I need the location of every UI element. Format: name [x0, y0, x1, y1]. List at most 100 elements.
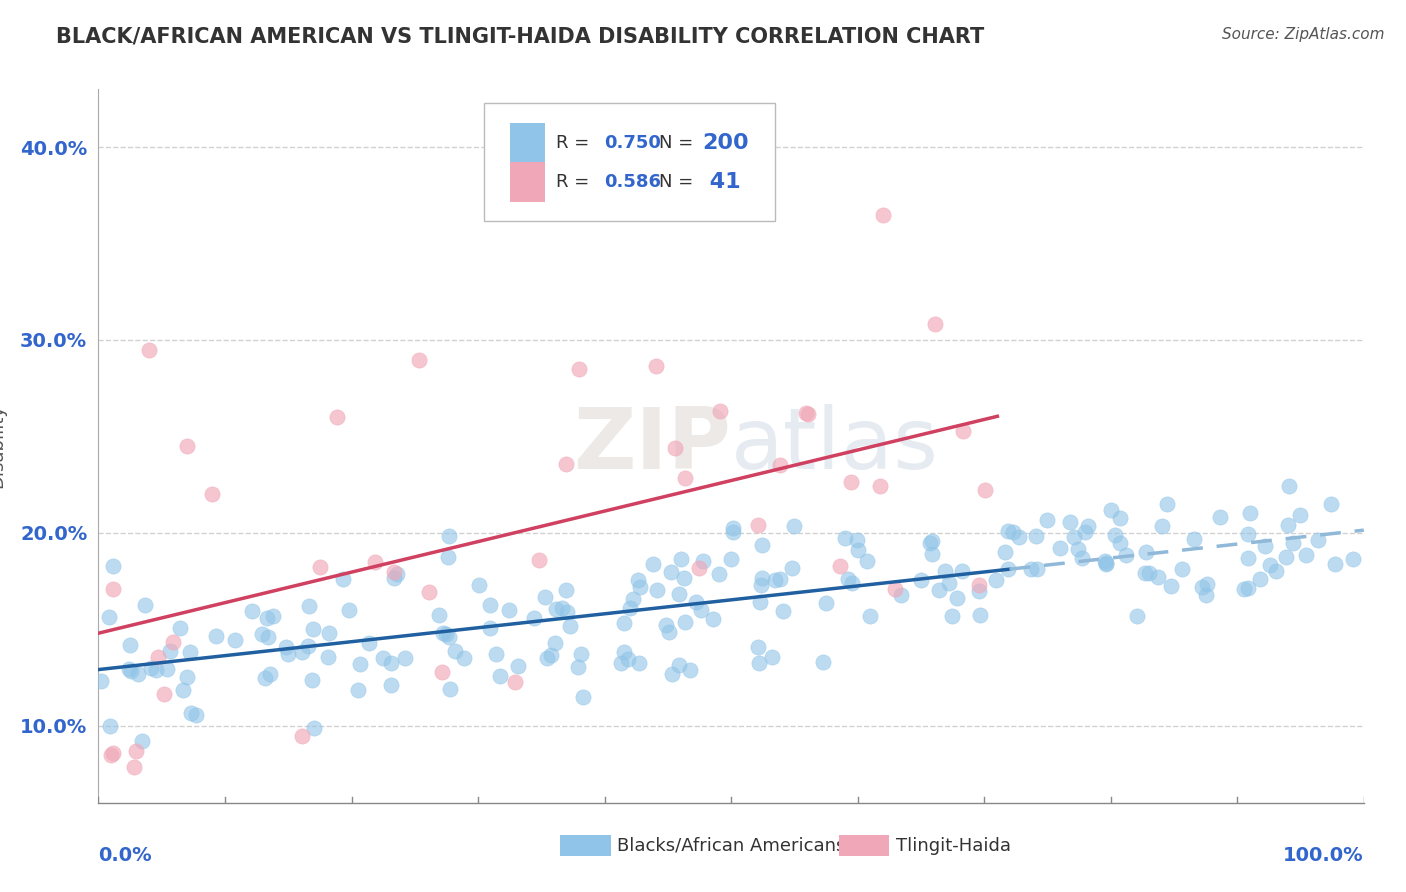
Point	[841, 575, 863, 590]
Point	[224, 632, 246, 647]
Point	[659, 565, 682, 579]
FancyBboxPatch shape	[560, 835, 610, 856]
Point	[884, 582, 907, 596]
Point	[610, 656, 633, 670]
Point	[751, 539, 773, 553]
Point	[1258, 558, 1281, 573]
Point	[1320, 497, 1343, 511]
Point	[941, 608, 963, 623]
Point	[890, 589, 912, 603]
Point	[673, 615, 696, 630]
Point	[101, 582, 124, 596]
Point	[1288, 508, 1310, 522]
Point	[749, 577, 772, 591]
Text: 0.0%: 0.0%	[98, 846, 152, 864]
FancyBboxPatch shape	[510, 123, 546, 162]
Point	[627, 574, 650, 588]
Point	[453, 651, 475, 665]
Point	[1002, 524, 1025, 539]
Point	[769, 572, 792, 586]
Point	[256, 611, 278, 625]
Point	[747, 640, 769, 655]
Point	[498, 602, 520, 616]
Point	[1095, 558, 1118, 572]
Point	[418, 585, 440, 599]
Point	[122, 760, 145, 774]
Point	[709, 566, 731, 581]
Point	[169, 621, 191, 635]
Point	[616, 651, 638, 665]
Point	[1109, 536, 1132, 550]
Point	[1264, 564, 1286, 578]
Point	[434, 627, 457, 641]
Text: Blacks/African Americans: Blacks/African Americans	[617, 837, 845, 855]
Point	[658, 625, 681, 640]
Point	[184, 707, 207, 722]
Point	[380, 656, 402, 670]
Point	[118, 662, 141, 676]
Point	[432, 626, 454, 640]
Point	[1049, 541, 1071, 556]
Point	[302, 721, 325, 735]
Point	[747, 518, 769, 533]
Point	[661, 666, 683, 681]
Point	[628, 580, 651, 594]
Point	[385, 567, 408, 582]
Point	[645, 582, 668, 597]
Point	[485, 647, 508, 661]
Point	[277, 647, 299, 661]
Point	[347, 682, 370, 697]
Point	[332, 572, 354, 586]
Point	[1067, 542, 1090, 557]
Point	[796, 406, 818, 420]
Point	[763, 573, 786, 587]
Text: N =: N =	[659, 134, 699, 152]
Point	[1233, 582, 1256, 596]
Point	[934, 564, 956, 578]
Point	[316, 650, 339, 665]
Text: ZIP: ZIP	[574, 404, 731, 488]
Point	[159, 644, 181, 658]
Point	[761, 650, 783, 665]
Point	[814, 596, 837, 610]
Point	[250, 627, 273, 641]
Text: atlas: atlas	[731, 404, 939, 488]
Text: R =: R =	[557, 134, 596, 152]
Point	[97, 610, 120, 624]
Point	[1036, 512, 1059, 526]
Point	[382, 566, 405, 580]
Point	[297, 640, 319, 654]
Point	[162, 635, 184, 649]
Point	[240, 604, 263, 618]
Point	[668, 657, 690, 672]
Point	[551, 601, 574, 615]
Point	[723, 521, 745, 535]
Point	[544, 636, 567, 650]
Point	[1025, 529, 1047, 543]
Point	[846, 533, 869, 547]
Point	[103, 746, 125, 760]
Point	[1156, 497, 1178, 511]
Point	[554, 457, 576, 471]
Point	[127, 667, 149, 681]
Point	[308, 560, 330, 574]
Point	[100, 747, 122, 762]
Point	[571, 690, 593, 705]
Point	[749, 595, 772, 609]
Point	[869, 479, 891, 493]
Point	[359, 636, 381, 650]
Point	[1282, 536, 1305, 550]
Point	[627, 656, 650, 670]
Point	[671, 552, 693, 566]
Point	[394, 650, 416, 665]
Point	[1076, 519, 1098, 533]
Point	[1194, 588, 1216, 602]
Point	[101, 559, 124, 574]
Point	[846, 543, 869, 558]
Point	[1115, 548, 1137, 562]
Point	[921, 534, 943, 549]
Point	[205, 629, 228, 643]
Point	[176, 670, 198, 684]
Point	[118, 639, 141, 653]
Point	[179, 645, 201, 659]
